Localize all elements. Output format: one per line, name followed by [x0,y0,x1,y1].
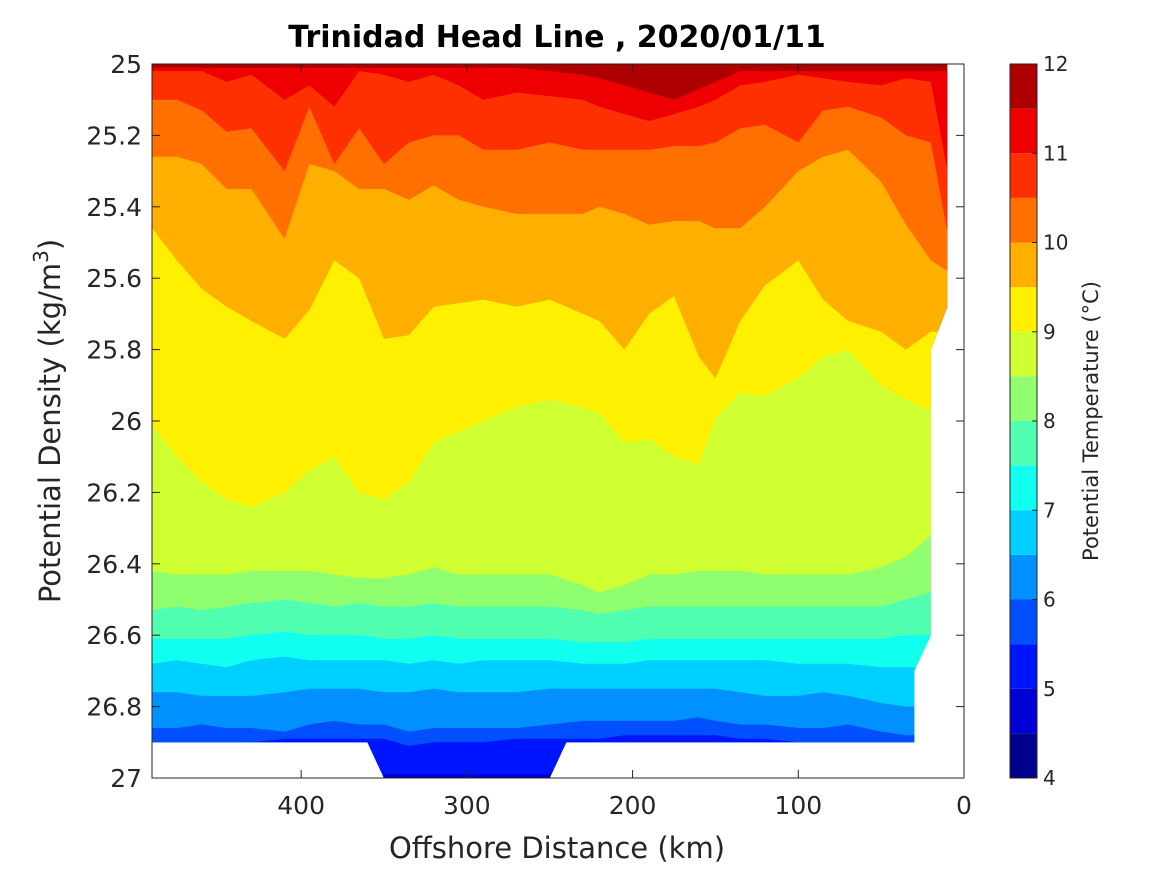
contour-bands [152,64,948,778]
y-axis-label-tail: ) [33,239,67,250]
colorbar-segment [1010,242,1037,288]
y-axis-label-main: Potential Density (kg/m [33,263,67,603]
x-tick-label: 200 [609,791,657,820]
contour-band-5.5 [152,735,948,778]
colorbar-segment [1010,421,1037,466]
y-tick-label: 27 [110,764,142,793]
colorbar-tick-label: 9 [1043,320,1056,344]
colorbar-label: Potential Temperature (°C) [1079,281,1103,561]
colorbar-segment [1010,376,1037,421]
y-tick-label: 26.8 [86,693,142,722]
x-axis: 400 300 200 100 0 [277,64,972,820]
colorbar-tick-label: 10 [1043,231,1068,255]
colorbar-segment [1010,108,1037,154]
colorbar-segment [1010,331,1037,377]
x-tick-label: 400 [277,791,325,820]
y-axis-label-superscript: 3 [29,250,53,263]
colorbar-segment [1010,197,1037,243]
x-tick-label: 300 [443,791,491,820]
colorbar-segment [1010,153,1037,198]
y-tick-label: 26 [110,407,142,436]
y-tick-label: 25.8 [86,336,142,365]
colorbar-segment [1010,510,1037,555]
y-tick-label: 26.6 [86,621,142,650]
colorbar-tick-label: 12 [1043,52,1068,76]
colorbar-segment [1010,64,1037,109]
colorbar-segment [1010,554,1037,600]
y-tick-label: 25.6 [86,264,142,293]
colorbar-tick-label: 7 [1043,498,1056,522]
colorbar: 4 5 6 7 8 9 10 11 12 [1009,52,1068,790]
colorbar-tick-label: 11 [1043,141,1068,165]
colorbar-tick-label: 4 [1043,766,1056,790]
y-axis: 25 25.2 25.4 25.6 25.8 26 26.2 26.4 26.6 26.8 27 [86,50,964,793]
colorbar-tick-label: 6 [1043,588,1056,612]
y-tick-label: 25.4 [86,193,142,222]
colorbar-segment [1010,465,1037,511]
y-axis-label: Potential Density (kg/m3) [29,239,67,603]
colorbar-segment [1010,688,1037,734]
y-tick-label: 25.2 [86,121,142,150]
x-axis-label: Offshore Distance (km) [389,831,725,865]
y-tick-label: 26.2 [86,478,142,507]
colorbar-segment [1010,287,1037,332]
colorbar-segment [1010,733,1037,778]
contour-band-5 [152,774,948,778]
chart-title: Trinidad Head Line , 2020/01/11 [288,20,825,55]
y-tick-label: 26.4 [86,550,142,579]
x-tick-label: 0 [956,791,972,820]
colorbar-tick-label: 5 [1043,677,1056,701]
x-tick-label: 100 [774,791,822,820]
colorbar-segment [1010,644,1037,689]
colorbar-segment [1010,599,1037,645]
colorbar-tick-label: 8 [1043,409,1056,433]
y-tick-label: 25 [110,50,142,79]
